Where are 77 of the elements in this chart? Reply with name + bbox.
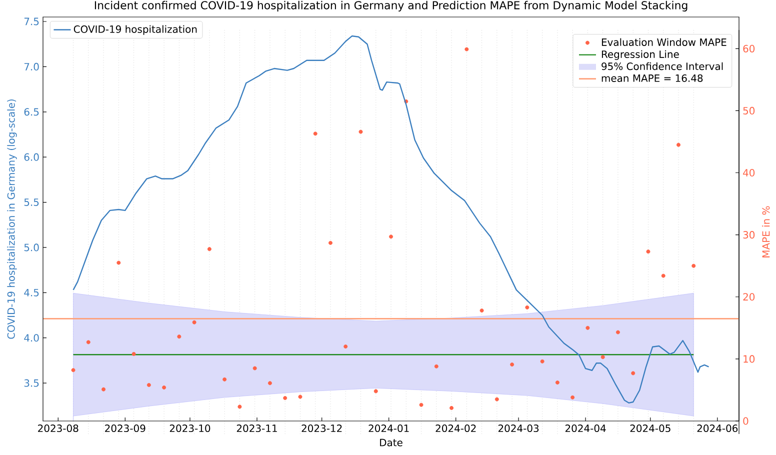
point — [570, 395, 575, 400]
y-tick-label: 7.5 — [24, 18, 39, 26]
y-tick-label: 5.0 — [24, 244, 39, 252]
y2-tick-label: 60 — [743, 44, 755, 52]
point — [419, 402, 424, 407]
point — [71, 368, 76, 372]
point — [358, 130, 363, 134]
point — [298, 394, 302, 399]
point — [434, 364, 438, 368]
point — [146, 383, 151, 387]
point — [86, 340, 90, 344]
point — [374, 389, 378, 394]
point — [480, 308, 484, 313]
y2-tick-label: 30 — [743, 231, 755, 239]
point — [238, 404, 242, 409]
x-tick-label: 2024-05 — [630, 424, 670, 432]
y-tick-label: 6.5 — [24, 108, 39, 116]
point — [283, 396, 288, 400]
y-tick-label: 4.0 — [24, 334, 39, 342]
point — [646, 250, 650, 254]
point — [586, 326, 590, 330]
point — [313, 132, 318, 136]
y-axis-title: COVID-19 hospitalization in Germany (log-scale) — [7, 99, 17, 339]
point — [631, 371, 636, 376]
legend-label: Evaluation Window MAPE — [602, 38, 726, 46]
x-axis-title: Date — [380, 438, 402, 446]
point — [162, 385, 166, 390]
point — [268, 381, 272, 386]
y-tick-label: 4.5 — [24, 288, 39, 296]
point — [676, 142, 680, 147]
y-tick-label: 6.0 — [24, 153, 39, 161]
x-tick-label: 2024-02 — [436, 424, 476, 432]
point — [177, 334, 182, 339]
chart-title: Incident confirmed COVID-19 hospitalization in Germany and Prediction MAPE from Dynamic Model Stacking — [94, 0, 688, 12]
legend-label: COVID-19 hospitalization — [74, 25, 197, 35]
x-tick-label: 2023-12 — [302, 424, 342, 432]
point — [344, 344, 348, 349]
point — [116, 260, 121, 265]
y-tick-label: 5.5 — [24, 198, 39, 206]
point — [600, 355, 605, 360]
annotation: 95% Confidence Interval — [602, 62, 723, 70]
point — [328, 240, 332, 245]
point — [450, 406, 454, 410]
y2-axis-title: MAPE in % — [762, 206, 770, 258]
point — [510, 362, 514, 367]
point — [692, 264, 696, 268]
point — [132, 352, 136, 356]
point — [494, 397, 499, 402]
x-tick-label: 2024-04 — [565, 424, 606, 432]
x-tick-label: 2023-10 — [170, 424, 210, 432]
y2-tick-label: 50 — [743, 106, 755, 114]
x-tick-label: 2023-08 — [38, 424, 78, 432]
x-tick-label: 2023-11 — [236, 424, 277, 432]
point — [616, 330, 620, 334]
point — [207, 247, 212, 252]
point — [464, 47, 469, 52]
point — [192, 320, 196, 324]
y2-tick-label: 20 — [743, 293, 755, 301]
point — [252, 366, 257, 370]
point — [389, 234, 393, 239]
y2-tick-label: 0 — [743, 417, 748, 425]
x-tick-label: 2024-03 — [498, 424, 539, 432]
point — [525, 305, 530, 310]
y2-tick-label: 40 — [743, 168, 755, 177]
point — [661, 274, 666, 278]
x-tick-label: 2023-09 — [105, 424, 146, 432]
y-tick-label: 7.0 — [24, 62, 39, 70]
x-tick-label: 2024-01 — [368, 424, 409, 432]
point — [555, 380, 560, 385]
legend-label: Regression Line — [602, 50, 679, 60]
legend-label: mean MAPE = 16.48 — [602, 74, 703, 82]
y-tick-label: 3.5 — [24, 379, 39, 387]
point — [222, 377, 227, 382]
point — [102, 387, 106, 392]
x-tick-label: 2024-06 — [697, 424, 738, 432]
point — [540, 359, 544, 364]
y2-tick-label: 10 — [744, 355, 755, 363]
